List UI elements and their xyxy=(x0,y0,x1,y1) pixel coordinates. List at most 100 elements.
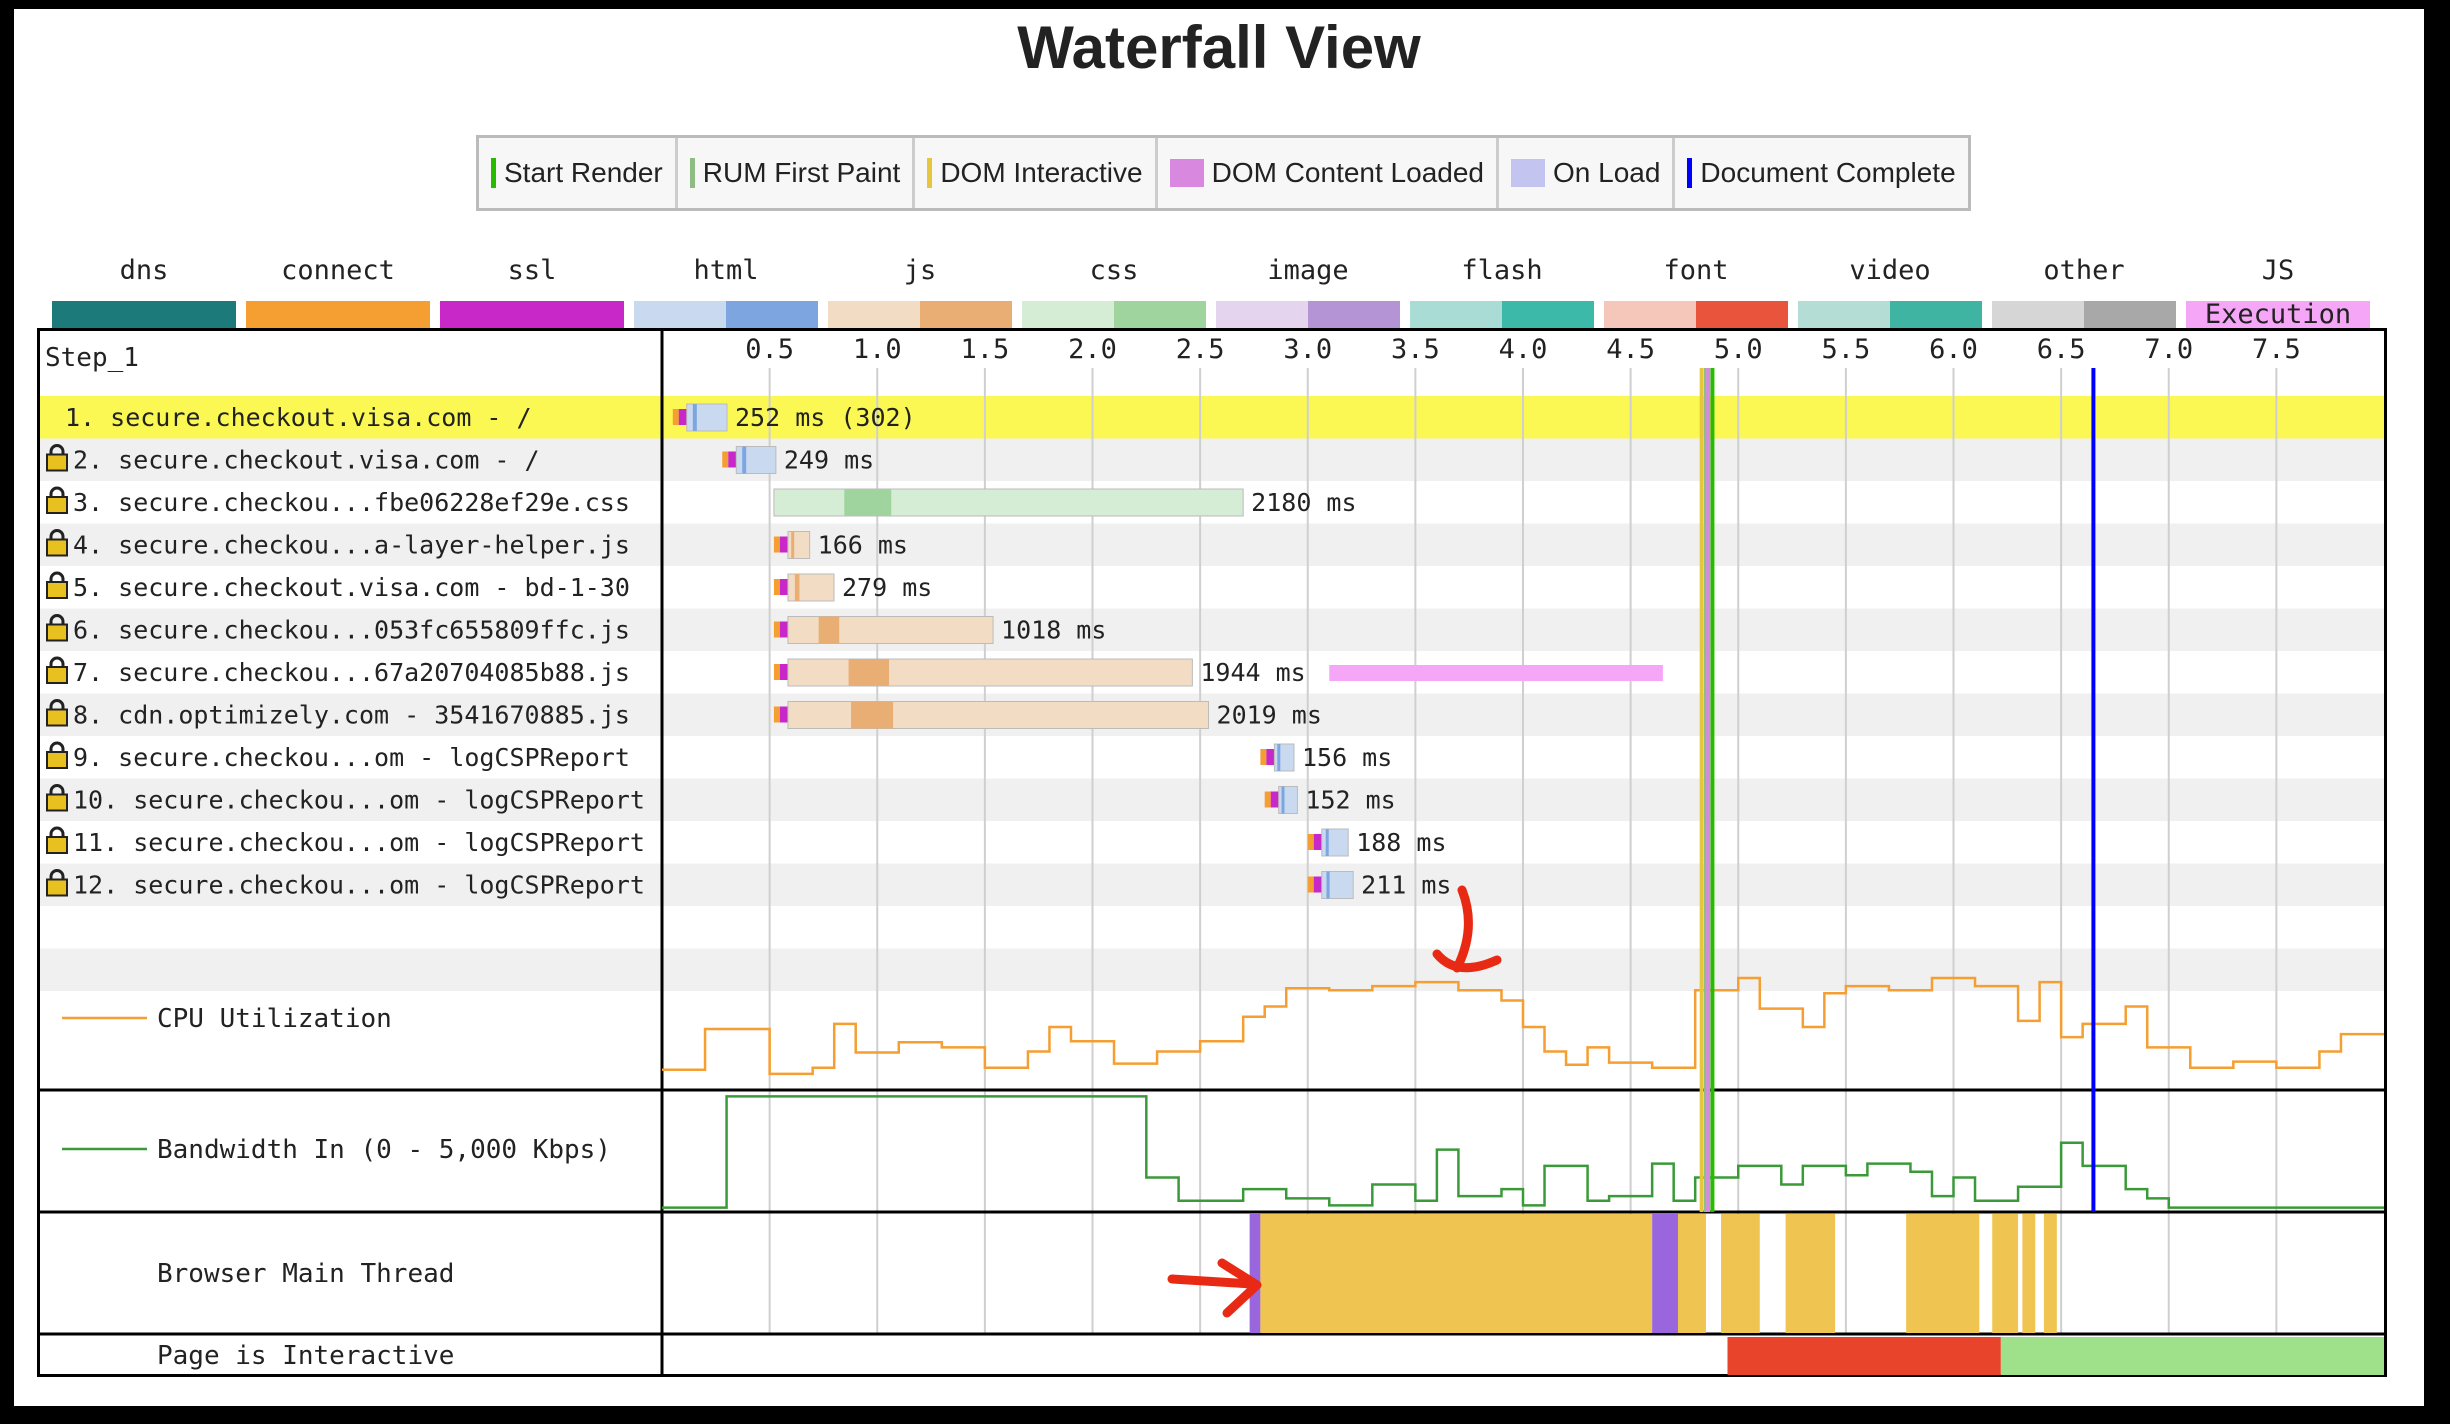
request-connect-bar xyxy=(1260,749,1267,765)
cpu-utilization-line xyxy=(662,976,2384,1076)
lock-icon xyxy=(49,699,65,711)
lock-icon xyxy=(46,666,68,684)
x-tick-label: 7.5 xyxy=(2252,334,2301,365)
type-legend-swatch xyxy=(634,301,818,331)
request-bar-download xyxy=(1281,786,1285,814)
request-timing: 211 ms xyxy=(1361,871,1451,900)
lock-icon xyxy=(49,656,65,668)
type-legend-swatch xyxy=(828,301,1012,331)
request-label: 4. secure.checkou...a-layer-helper.js xyxy=(73,531,630,560)
event-legend-label: Start Render xyxy=(504,157,663,188)
request-bar-download xyxy=(1325,829,1329,856)
type-legend-item: css xyxy=(1022,249,1206,331)
lock-icon xyxy=(46,581,68,599)
type-legend-swatch xyxy=(52,301,236,331)
lock-icon xyxy=(49,486,65,498)
request-ssl-bar xyxy=(728,451,737,468)
request-label: 1. secure.checkout.visa.com - / xyxy=(65,403,532,432)
row-stripe xyxy=(40,948,2384,991)
page-title: Waterfall View xyxy=(1017,14,1421,81)
lock-icon xyxy=(46,878,68,897)
type-legend-swatch xyxy=(246,301,430,331)
lock-icon xyxy=(49,784,65,796)
interactive-segment xyxy=(2000,1337,2384,1375)
row-stripe xyxy=(40,693,2384,736)
row-stripe xyxy=(40,523,2384,566)
row-stripe xyxy=(40,438,2384,481)
request-connect-bar xyxy=(672,409,679,425)
request-timing: 166 ms xyxy=(818,531,908,560)
x-tick-label: 7.0 xyxy=(2144,334,2193,365)
type-legend-swatch xyxy=(1410,301,1594,331)
type-legend-label: font xyxy=(1663,255,1729,286)
waterfall-chart: 0.5 1.0 1.5 2.0 2.5 3.0 3.5 4.0 4.5 5.0 5.5 6.0 6.5 7… xyxy=(37,328,2387,1377)
main-thread-segment xyxy=(1677,1214,1706,1333)
type-legend-label: video xyxy=(1849,255,1931,286)
x-tick-label: 4.0 xyxy=(1499,334,1548,365)
event-legend-item: DOM Content Loaded xyxy=(1158,138,1499,208)
type-legend-swatch xyxy=(1992,301,2176,331)
event-legend-label: On Load xyxy=(1553,157,1661,188)
request-label: 5. secure.checkout.visa.com - bd-1-30 xyxy=(73,573,630,602)
request-timing: 249 ms xyxy=(784,446,874,475)
lock-icon xyxy=(49,571,65,583)
event-legend-item: Document Complete xyxy=(1675,138,1967,208)
main-thread-segment xyxy=(1249,1214,1261,1333)
main-thread-segment xyxy=(1652,1214,1678,1333)
x-tick-label: 4.5 xyxy=(1606,334,1655,365)
type-legend-label: image xyxy=(1267,255,1349,286)
request-ssl-bar xyxy=(779,621,788,638)
event-legend-label: RUM First Paint xyxy=(702,157,901,188)
lock-icon xyxy=(46,793,68,812)
legend-swatch-icon xyxy=(491,158,496,188)
event-legend-label: Document Complete xyxy=(1700,157,1956,188)
request-label: 2. secure.checkout.visa.com - / xyxy=(73,446,540,475)
row-stripe xyxy=(40,863,2384,906)
type-legend-label: css xyxy=(1089,255,1139,286)
row-stripe xyxy=(40,778,2384,821)
main-thread-segment xyxy=(2022,1214,2036,1333)
legend-swatch-icon xyxy=(1687,158,1693,188)
request-timing: 2019 ms xyxy=(1217,701,1322,730)
request-timing: 279 ms xyxy=(842,573,932,602)
main-thread-segment xyxy=(2043,1214,2057,1333)
main-thread-segment xyxy=(1906,1214,1980,1333)
request-connect-bar xyxy=(773,621,780,638)
type-legend-swatch xyxy=(1022,301,1206,331)
type-legend-swatch xyxy=(1604,301,1788,331)
request-label: 11. secure.checkou...om - logCSPReport xyxy=(73,828,645,857)
lock-icon xyxy=(46,751,68,769)
type-legend-item: html xyxy=(634,249,818,331)
request-bar-download xyxy=(818,616,840,644)
x-tick-label: 6.0 xyxy=(1929,334,1978,365)
x-tick-label: 0.5 xyxy=(745,334,794,365)
type-legend-swatch xyxy=(1798,301,1982,331)
request-label: 6. secure.checkou...053fc655809ffc.js xyxy=(73,616,630,645)
bandwidth-label: Bandwidth In (0 - 5,000 Kbps) xyxy=(157,1135,611,1165)
bandwidth-line xyxy=(662,1095,2384,1209)
request-timing: 188 ms xyxy=(1356,828,1446,857)
request-ssl-bar xyxy=(1313,834,1322,850)
x-tick-label: 2.5 xyxy=(1176,334,1225,365)
lock-icon xyxy=(46,623,68,642)
request-ssl-bar xyxy=(1313,876,1322,893)
type-legend-label: flash xyxy=(1461,255,1543,286)
x-tick-label: 3.0 xyxy=(1283,334,1332,365)
type-legend-label: html xyxy=(693,255,759,286)
interactive-segment xyxy=(1727,1337,2001,1375)
type-legend-item: video xyxy=(1798,249,1982,331)
legend-swatch-icon xyxy=(927,158,933,188)
event-legend-item: On Load xyxy=(1499,138,1676,208)
request-timing: 252 ms (302) xyxy=(735,403,916,432)
legend-swatch-icon xyxy=(1169,159,1204,187)
request-ssl-bar xyxy=(779,706,788,723)
request-connect-bar xyxy=(722,451,729,468)
annotation-arrow-icon xyxy=(1432,885,1502,973)
lock-icon xyxy=(49,529,65,541)
request-timing: 156 ms xyxy=(1302,743,1392,772)
lock-icon xyxy=(49,614,65,626)
request-ssl-bar xyxy=(779,536,788,553)
x-tick-label: 1.5 xyxy=(960,334,1009,365)
x-tick-label: 6.5 xyxy=(2037,334,2086,365)
type-legend-item: connect xyxy=(246,249,430,331)
